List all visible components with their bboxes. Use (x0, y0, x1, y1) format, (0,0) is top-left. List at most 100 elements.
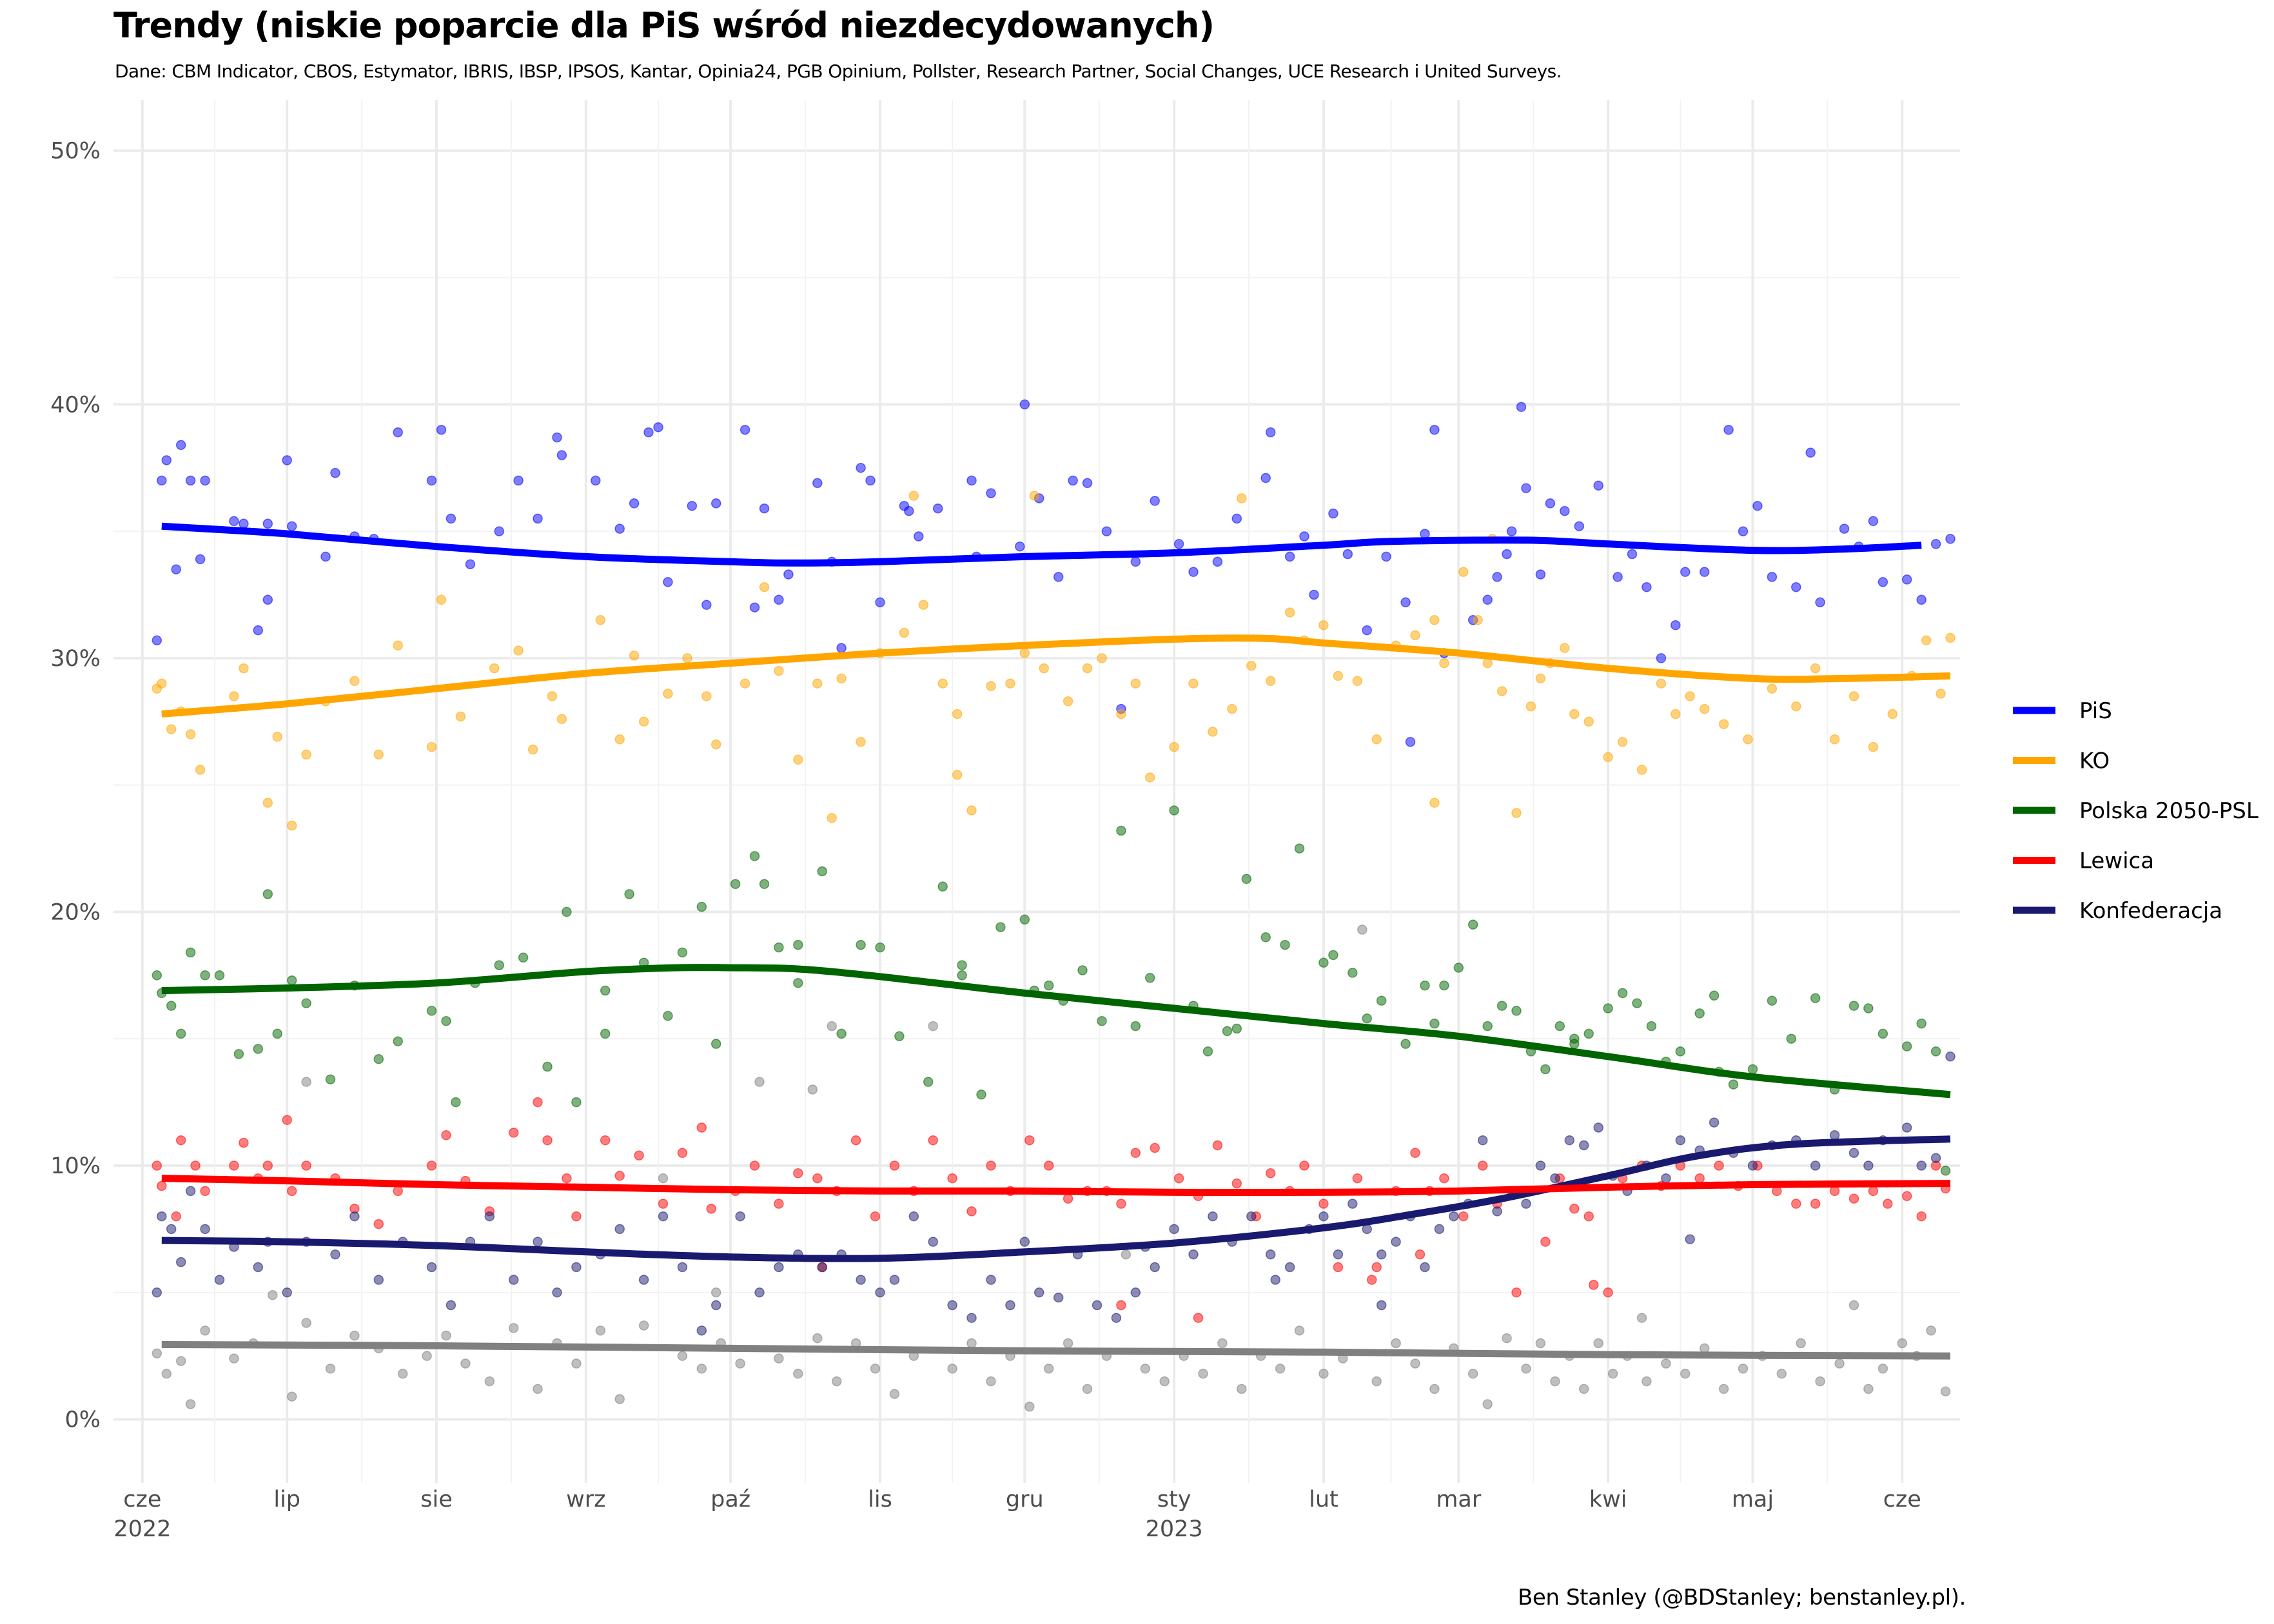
data-point (441, 1130, 451, 1140)
data-point (1728, 1079, 1739, 1090)
data-point (1284, 1262, 1295, 1273)
data-point (1718, 719, 1729, 729)
data-point (1564, 1135, 1575, 1146)
data-point (1015, 541, 1025, 552)
data-point (1348, 1198, 1358, 1209)
data-point (1410, 630, 1420, 641)
data-point (774, 594, 784, 605)
data-point (373, 1218, 384, 1229)
data-point (465, 559, 476, 569)
data-point (754, 1077, 765, 1087)
data-point (1150, 1142, 1160, 1153)
data-point (286, 1186, 297, 1197)
data-point (1646, 1021, 1657, 1032)
data-point (229, 1353, 239, 1364)
data-point (1863, 1384, 1874, 1394)
data-point (1280, 939, 1290, 950)
data-point (562, 1173, 572, 1184)
data-point (1458, 567, 1469, 577)
data-point (1477, 1135, 1488, 1146)
data-point (614, 523, 625, 534)
data-point (373, 1053, 384, 1064)
data-point (774, 942, 784, 953)
data-point (1231, 1023, 1242, 1034)
data-point (1574, 521, 1585, 531)
data-point (870, 1364, 881, 1374)
data-point (1053, 572, 1064, 582)
data-point (856, 462, 866, 473)
data-point (812, 1333, 823, 1344)
data-point (614, 734, 625, 745)
data-point (262, 518, 273, 529)
data-point (735, 1358, 745, 1369)
data-point (152, 1160, 162, 1171)
data-point (1097, 653, 1107, 663)
data-point (759, 503, 770, 514)
data-point (1656, 678, 1667, 689)
data-point (1212, 1140, 1223, 1151)
x-tick-label: lip (273, 1487, 300, 1512)
data-point (595, 615, 606, 625)
data-point (658, 1198, 669, 1209)
data-point (1429, 1018, 1440, 1029)
data-point (1043, 1364, 1054, 1374)
data-point (494, 526, 504, 536)
data-point (229, 691, 239, 701)
data-point (166, 1224, 177, 1235)
data-point (542, 1061, 553, 1072)
data-point (320, 551, 331, 562)
data-point (870, 1211, 881, 1222)
data-point (1357, 925, 1367, 935)
data-point (1024, 1402, 1035, 1412)
data-point (1877, 1364, 1888, 1374)
data-point (1371, 1376, 1382, 1387)
data-point (1400, 1039, 1411, 1049)
data-point (286, 820, 297, 831)
data-point (1169, 741, 1179, 752)
data-point (1362, 625, 1372, 636)
data-point (441, 1015, 451, 1026)
data-point (904, 505, 914, 516)
data-point (1453, 963, 1464, 973)
data-point (1366, 1275, 1377, 1285)
data-point (638, 1320, 649, 1331)
data-point (1496, 1001, 1507, 1011)
data-point (1554, 1021, 1565, 1032)
y-tick-label: 50% (50, 139, 101, 164)
data-point (1376, 1249, 1387, 1260)
data-point (759, 879, 770, 889)
data-point (200, 1224, 210, 1235)
data-point (1752, 500, 1763, 511)
data-point (513, 475, 524, 486)
data-point (966, 475, 977, 486)
data-point (1068, 475, 1078, 486)
data-point (952, 709, 963, 719)
data-point (629, 498, 640, 509)
data-point (262, 797, 273, 808)
data-point (986, 488, 996, 498)
data-point (1588, 1280, 1599, 1290)
data-point (161, 455, 172, 465)
data-point (1318, 1211, 1329, 1222)
data-point (1159, 1376, 1170, 1387)
data-point (1848, 1001, 1859, 1011)
data-point (591, 475, 601, 486)
x-tick-label: lut (1309, 1487, 1338, 1512)
data-point (1294, 843, 1305, 854)
data-point (1376, 995, 1387, 1006)
y-tick-label: 10% (50, 1153, 101, 1179)
data-point (952, 770, 963, 780)
data-point (175, 1028, 186, 1039)
data-point (1583, 1211, 1594, 1222)
data-point (373, 1275, 384, 1285)
data-point (812, 1173, 823, 1184)
data-point (1082, 1384, 1093, 1394)
data-point (740, 678, 750, 689)
data-point (1144, 973, 1155, 983)
data-point (1583, 1028, 1594, 1039)
data-point (1521, 1198, 1531, 1209)
data-point (1284, 551, 1295, 562)
data-point (663, 1011, 673, 1021)
data-point (947, 1300, 957, 1311)
data-point (1636, 1313, 1647, 1323)
